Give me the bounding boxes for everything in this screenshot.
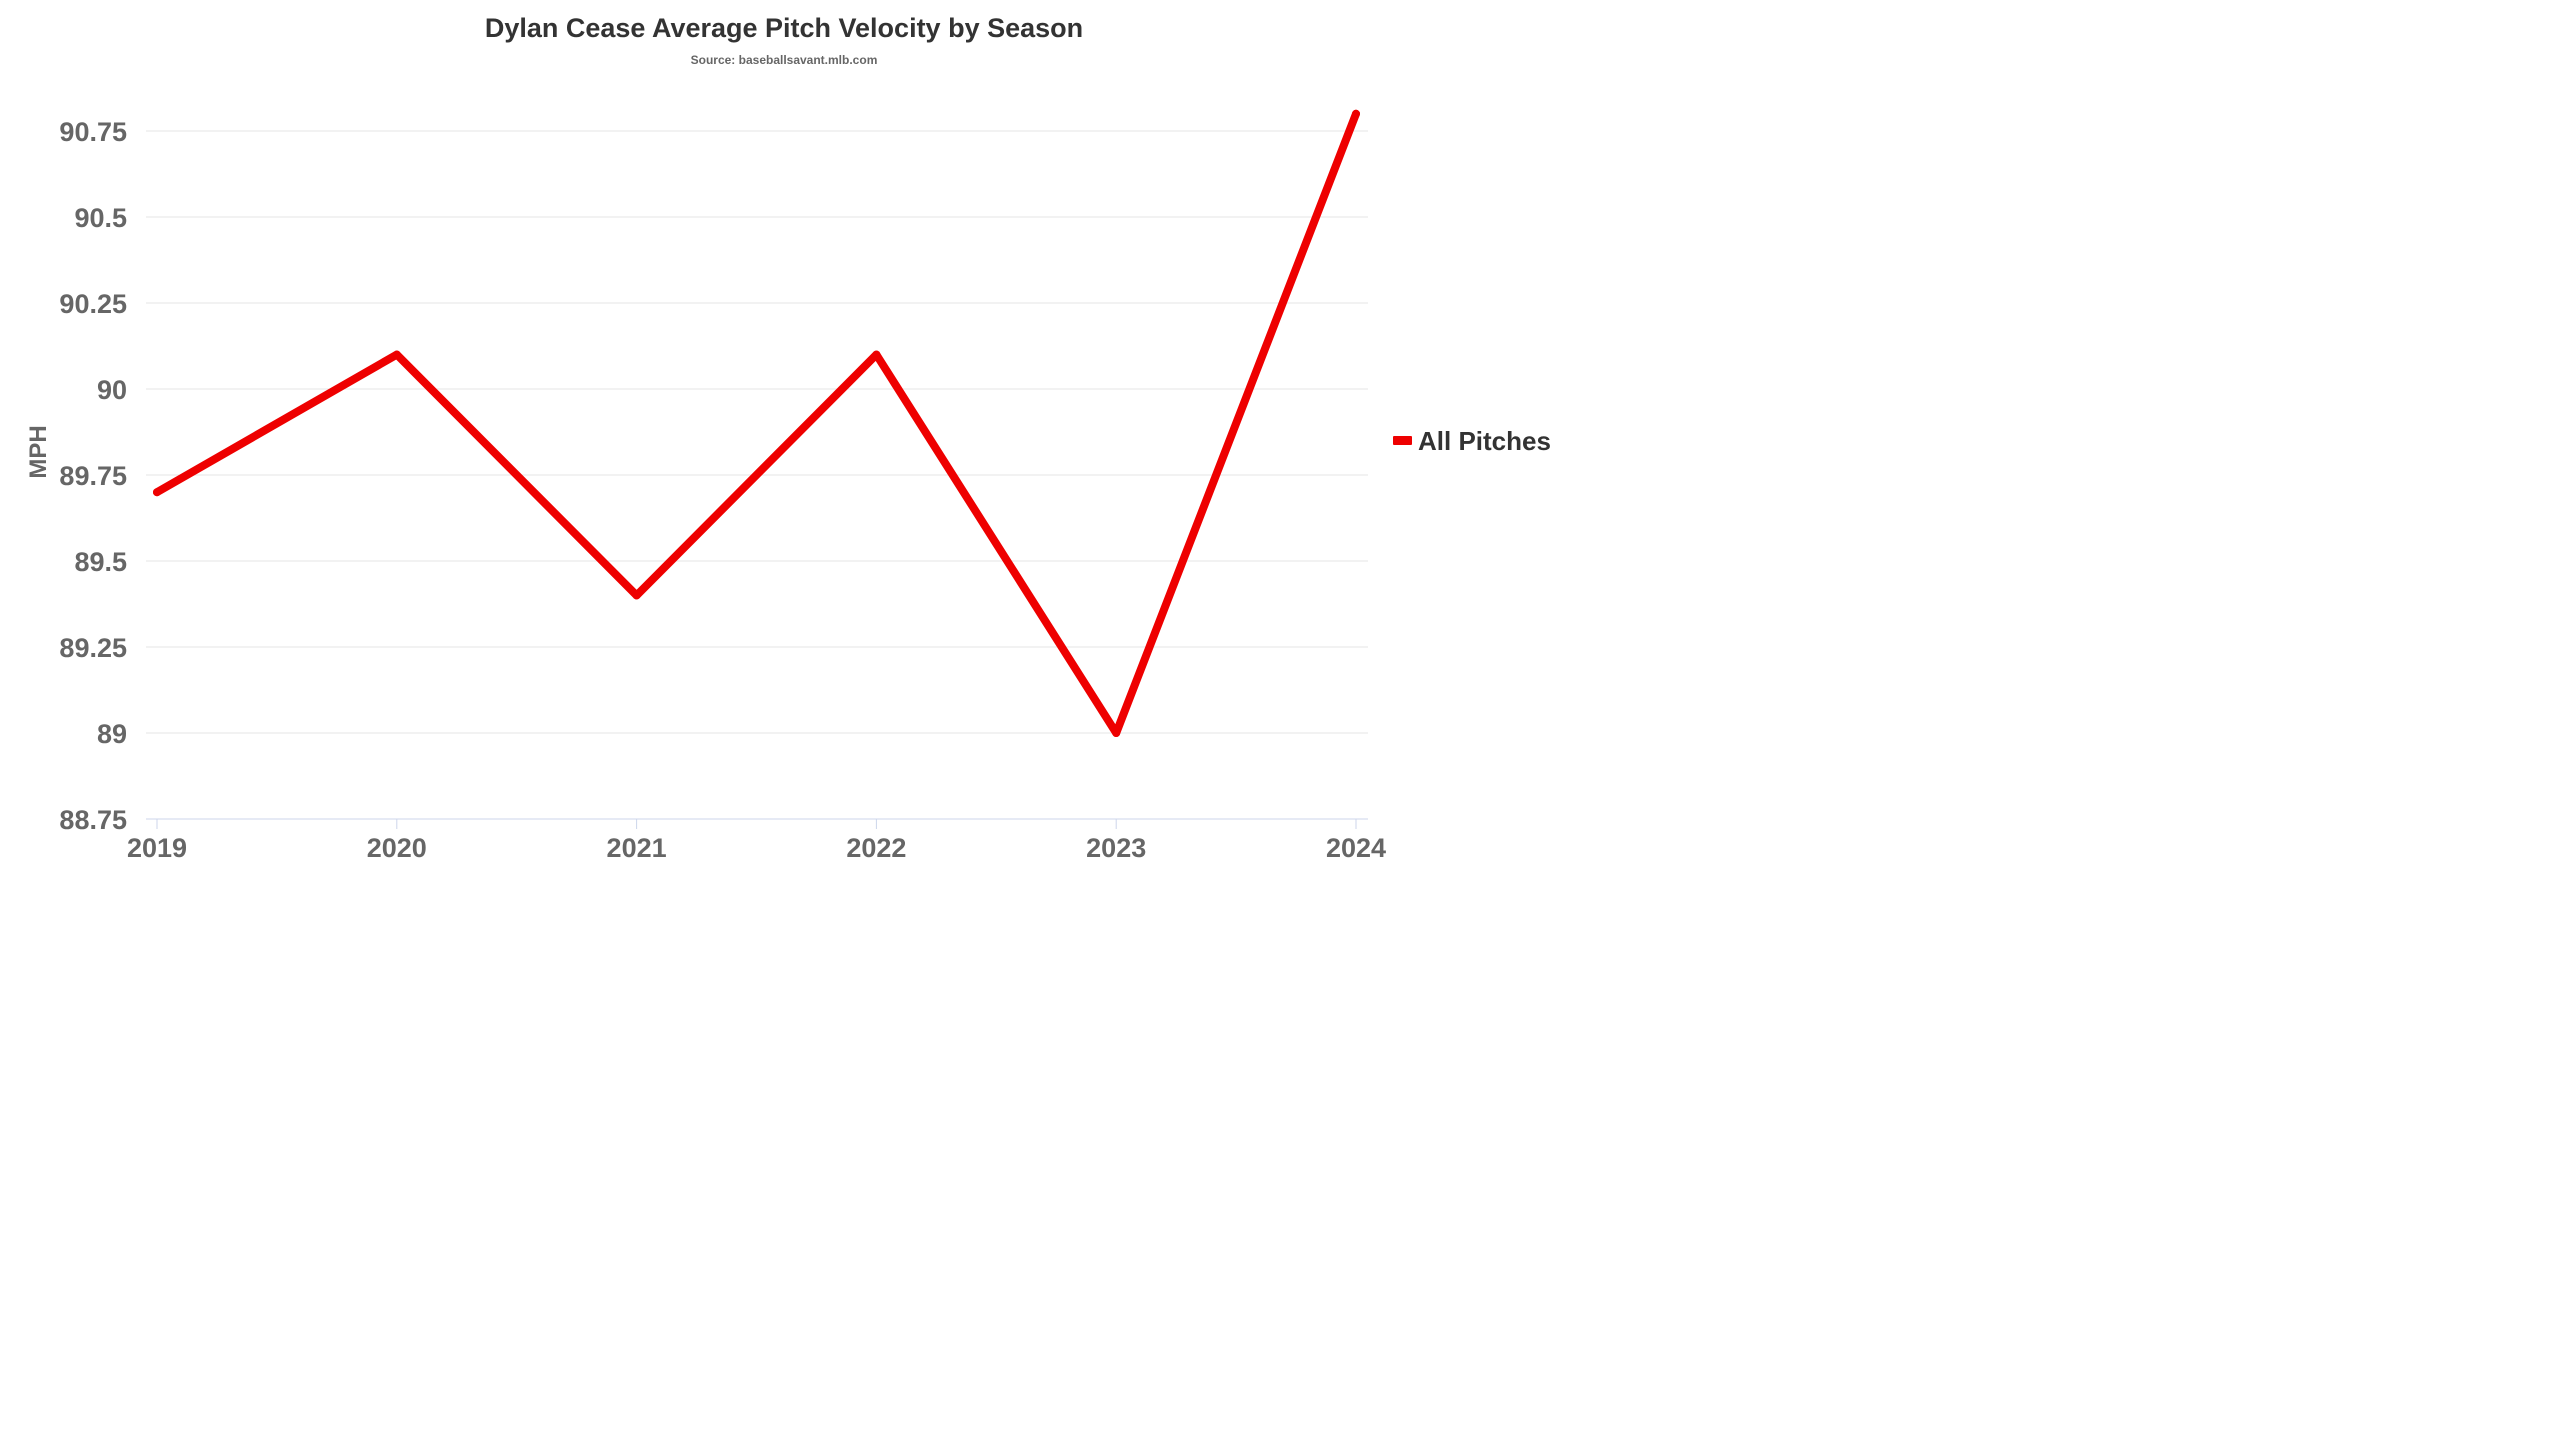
x-tick-label: 2021 xyxy=(607,833,667,863)
x-tick-label: 2020 xyxy=(367,833,427,863)
data-point[interactable] xyxy=(392,350,401,359)
legend-label-all-pitches[interactable]: All Pitches xyxy=(1418,426,1551,456)
legend-swatch-all-pitches[interactable] xyxy=(1393,436,1412,445)
y-tick-label: 90 xyxy=(97,375,127,405)
y-axis-title: MPH xyxy=(25,425,52,478)
y-tick-label: 90.5 xyxy=(74,203,127,233)
x-axis xyxy=(146,818,1368,829)
chart-subtitle: Source: baseballsavant.mlb.com xyxy=(691,53,878,67)
x-tick-label: 2024 xyxy=(1326,833,1386,863)
y-tick-label: 89 xyxy=(97,719,127,749)
x-tick-label: 2023 xyxy=(1086,833,1146,863)
y-tick-label: 89.25 xyxy=(59,633,127,663)
series-layer xyxy=(153,109,1360,737)
gridlines xyxy=(146,130,1368,734)
x-axis-tick-labels: 2019 2020 2021 2022 2023 2024 xyxy=(127,833,1386,863)
data-point[interactable] xyxy=(153,488,161,497)
y-tick-label: 88.75 xyxy=(59,805,127,835)
data-point[interactable] xyxy=(1352,109,1360,118)
y-tick-label: 90.25 xyxy=(59,289,127,319)
data-point[interactable] xyxy=(632,591,641,600)
data-point[interactable] xyxy=(1112,729,1121,737)
x-tick-label: 2019 xyxy=(127,833,187,863)
y-tick-label: 89.75 xyxy=(59,461,127,491)
y-tick-label: 90.75 xyxy=(59,117,127,147)
y-axis-tick-labels: 88.75 89 89.25 89.5 89.75 90 90.25 90.5 90.75 xyxy=(59,117,127,835)
y-tick-label: 89.5 xyxy=(74,547,127,577)
legend[interactable]: All Pitches xyxy=(1393,426,1551,456)
line-chart: Dylan Cease Average Pitch Velocity by Se… xyxy=(25,13,1551,863)
data-point[interactable] xyxy=(872,350,881,359)
series-line-all-pitches[interactable] xyxy=(153,109,1360,737)
x-tick-label: 2022 xyxy=(846,833,906,863)
chart-title: Dylan Cease Average Pitch Velocity by Se… xyxy=(485,13,1083,43)
